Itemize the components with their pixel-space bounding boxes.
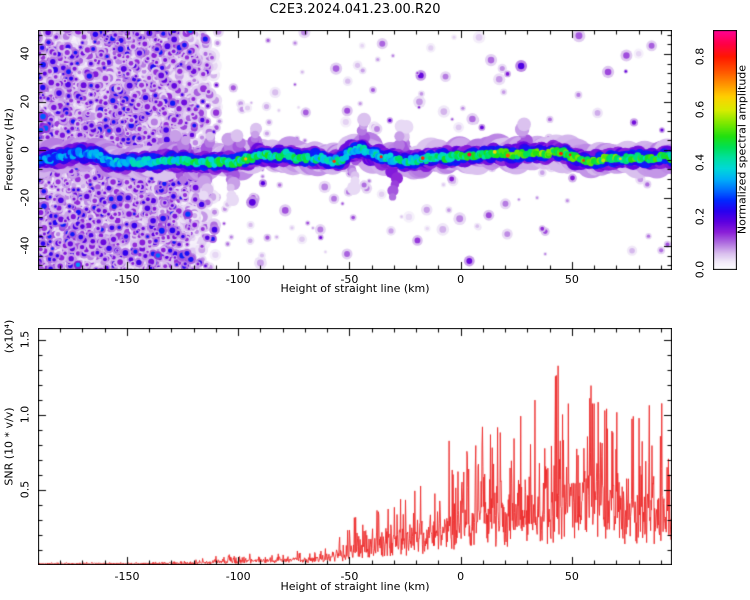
top-y-tick-label: -20 [18, 188, 32, 207]
top-y-tick-label: 0 [18, 146, 32, 153]
top-y-tick-label: 20 [18, 94, 32, 109]
top-height-axis-label: Height of straight line (km) [280, 282, 430, 295]
bottom-height-axis-label: Height of straight line (km) [280, 580, 430, 593]
top-x-tick-label: 0 [457, 273, 465, 286]
bottom-x-tick-label: -50 [340, 570, 359, 583]
bottom-x-tick-label: 0 [457, 570, 465, 583]
colorbar-tick-label: 0.8 [693, 47, 707, 65]
bottom-x-tick-label: -150 [114, 570, 140, 583]
top-y-tick-label: 40 [18, 46, 32, 61]
snr-axis-label: SNR (10 * v/v) [2, 407, 16, 486]
plot-title: C2E3.2024.041.23.00.R20 [269, 2, 441, 17]
bottom-y-tick-label: 0.5 [18, 480, 32, 499]
snr-canvas [38, 328, 672, 565]
colorbar-canvas [713, 30, 737, 270]
bottom-y-tick-label: 1.5 [18, 330, 32, 349]
frequency-axis-label: Frequency (Hz) [2, 108, 16, 191]
colorbar-tick-label: 0.4 [693, 154, 707, 172]
top-x-tick-label: -50 [340, 273, 359, 286]
colorbar-tick-label: 0.0 [693, 260, 707, 279]
top-x-tick-label: -100 [225, 273, 251, 286]
top-y-tick-label: -40 [18, 236, 32, 255]
top-x-tick-label: -150 [114, 273, 140, 286]
bottom-y-tick-label: 1.0 [18, 405, 32, 424]
colorbar-tick-label: 0.6 [693, 100, 707, 119]
top-x-tick-label: 50 [564, 273, 579, 286]
colorbar-label: Normalized spectral amplitude [735, 64, 749, 235]
bottom-x-tick-label: -100 [225, 570, 251, 583]
spectrogram-canvas [38, 30, 672, 270]
colorbar-tick-label: 0.2 [693, 207, 707, 225]
snr-scale-label: (x10⁴) [2, 319, 16, 354]
bottom-x-tick-label: 50 [564, 570, 579, 583]
